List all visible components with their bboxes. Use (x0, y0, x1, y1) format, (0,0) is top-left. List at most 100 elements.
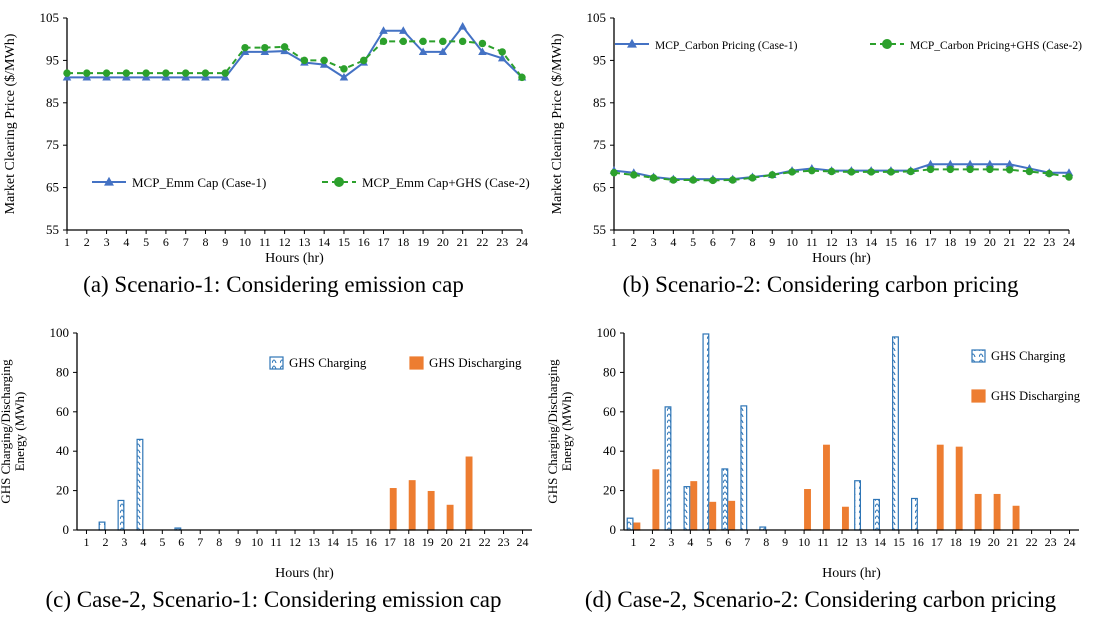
svg-text:9: 9 (222, 235, 228, 249)
svg-text:8: 8 (216, 535, 222, 549)
svg-text:12: 12 (289, 535, 301, 549)
svg-text:17: 17 (925, 235, 937, 249)
svg-text:18: 18 (397, 235, 409, 249)
svg-text:21: 21 (1004, 235, 1016, 249)
svg-text:55: 55 (593, 222, 606, 237)
svg-text:10: 10 (239, 235, 251, 249)
svg-text:8: 8 (202, 235, 208, 249)
svg-text:GHS Charging: GHS Charging (289, 355, 367, 370)
svg-text:16: 16 (905, 235, 917, 249)
svg-text:4: 4 (140, 535, 146, 549)
svg-text:24: 24 (516, 235, 528, 249)
svg-text:23: 23 (1045, 535, 1057, 549)
svg-text:95: 95 (593, 52, 606, 67)
svg-text:7: 7 (730, 235, 736, 249)
svg-text:15: 15 (885, 235, 897, 249)
svg-text:Hours (hr): Hours (hr) (822, 566, 881, 581)
svg-text:Hours (hr): Hours (hr) (265, 251, 324, 266)
svg-text:10: 10 (251, 535, 263, 549)
svg-text:1: 1 (64, 235, 70, 249)
svg-text:11: 11 (259, 235, 271, 249)
svg-text:1: 1 (630, 535, 636, 549)
svg-text:16: 16 (365, 535, 377, 549)
svg-text:2: 2 (649, 535, 655, 549)
svg-text:5: 5 (143, 235, 149, 249)
svg-text:14: 14 (318, 235, 330, 249)
svg-text:105: 105 (587, 10, 607, 25)
svg-text:20: 20 (441, 535, 453, 549)
svg-text:22: 22 (1023, 235, 1035, 249)
svg-text:0: 0 (63, 522, 70, 537)
svg-text:Hours (hr): Hours (hr) (275, 566, 334, 581)
svg-text:MCP_Carbon Pricing+GHS (Case-2: MCP_Carbon Pricing+GHS (Case-2) (910, 40, 1082, 52)
svg-text:Hours (hr): Hours (hr) (812, 251, 871, 266)
svg-text:MCP_Emm Cap+GHS (Case-2): MCP_Emm Cap+GHS (Case-2) (362, 175, 530, 190)
svg-text:11: 11 (806, 235, 818, 249)
svg-text:7: 7 (744, 535, 750, 549)
svg-text:22: 22 (1026, 535, 1038, 549)
svg-text:12: 12 (279, 235, 291, 249)
svg-text:11: 11 (817, 535, 829, 549)
svg-text:75: 75 (46, 137, 59, 152)
svg-text:20: 20 (984, 235, 996, 249)
svg-text:20: 20 (437, 235, 449, 249)
svg-text:22: 22 (476, 235, 488, 249)
svg-text:6: 6 (710, 235, 716, 249)
svg-text:GHS Charging: GHS Charging (991, 349, 1066, 363)
svg-text:4: 4 (670, 235, 676, 249)
svg-text:Market Clearing Price ($/MWh): Market Clearing Price ($/MWh) (3, 33, 18, 214)
svg-text:7: 7 (183, 235, 189, 249)
svg-text:5: 5 (690, 235, 696, 249)
svg-text:14: 14 (874, 535, 886, 549)
svg-text:23: 23 (498, 535, 510, 549)
svg-text:13: 13 (298, 235, 310, 249)
svg-text:1: 1 (611, 235, 617, 249)
svg-text:100: 100 (597, 325, 617, 340)
svg-text:12: 12 (836, 535, 848, 549)
svg-text:17: 17 (931, 535, 943, 549)
svg-text:18: 18 (944, 235, 956, 249)
svg-text:60: 60 (56, 404, 69, 419)
svg-text:19: 19 (417, 235, 429, 249)
svg-text:21: 21 (460, 535, 472, 549)
svg-text:6: 6 (178, 535, 184, 549)
svg-text:19: 19 (422, 535, 434, 549)
svg-text:40: 40 (603, 443, 616, 458)
svg-text:5: 5 (159, 535, 165, 549)
svg-text:85: 85 (593, 95, 606, 110)
svg-text:9: 9 (769, 235, 775, 249)
svg-text:14: 14 (865, 235, 877, 249)
svg-text:19: 19 (969, 535, 981, 549)
svg-text:19: 19 (964, 235, 976, 249)
svg-text:60: 60 (603, 404, 616, 419)
svg-text:100: 100 (50, 325, 70, 340)
svg-text:0: 0 (610, 522, 617, 537)
svg-text:21: 21 (457, 235, 469, 249)
svg-text:Energy (MWh): Energy (MWh) (12, 392, 27, 472)
svg-text:20: 20 (56, 483, 69, 498)
svg-text:23: 23 (1043, 235, 1055, 249)
svg-text:24: 24 (1063, 235, 1075, 249)
svg-text:5: 5 (706, 535, 712, 549)
svg-text:40: 40 (56, 443, 69, 458)
svg-text:3: 3 (121, 535, 127, 549)
svg-text:MCP_Emm Cap (Case-1): MCP_Emm Cap (Case-1) (132, 175, 266, 190)
svg-text:13: 13 (855, 535, 867, 549)
svg-text:12: 12 (826, 235, 838, 249)
svg-text:15: 15 (893, 535, 905, 549)
svg-text:2: 2 (631, 235, 637, 249)
svg-text:24: 24 (517, 535, 529, 549)
svg-text:13: 13 (308, 535, 320, 549)
svg-text:3: 3 (668, 535, 674, 549)
svg-text:23: 23 (496, 235, 508, 249)
svg-text:20: 20 (603, 483, 616, 498)
svg-text:24: 24 (1064, 535, 1076, 549)
svg-text:1: 1 (83, 535, 89, 549)
svg-text:MCP_Carbon Pricing (Case-1): MCP_Carbon Pricing (Case-1) (655, 40, 798, 52)
svg-text:Energy (MWh): Energy (MWh) (559, 392, 574, 472)
svg-text:65: 65 (46, 180, 59, 195)
svg-text:3: 3 (104, 235, 110, 249)
svg-text:18: 18 (403, 535, 415, 549)
svg-text:15: 15 (338, 235, 350, 249)
svg-text:8: 8 (763, 535, 769, 549)
